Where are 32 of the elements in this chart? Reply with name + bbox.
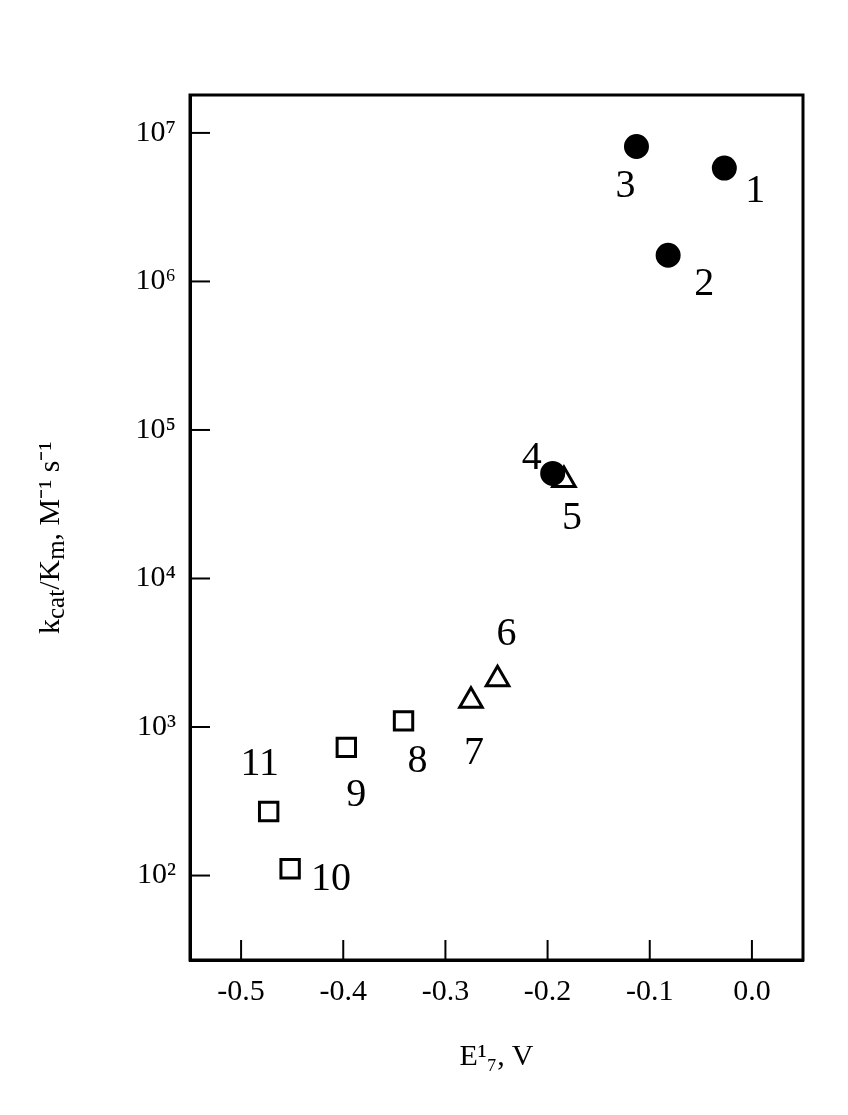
y-tick-label: 10² — [137, 856, 176, 890]
x-tick-label: -0.4 — [319, 972, 367, 1006]
point — [623, 134, 649, 160]
annotation: 11 — [240, 738, 279, 784]
x-axis-title: E¹₇, V — [458, 1038, 535, 1072]
x-tick-label: -0.1 — [626, 972, 674, 1006]
y-tick-label: 10³ — [137, 707, 176, 741]
annotation: 7 — [463, 728, 484, 774]
x-tick-label: 0.0 — [733, 972, 771, 1006]
x-tick-label: -0.3 — [421, 972, 470, 1006]
y-tick-label: 10⁵ — [135, 410, 176, 444]
point — [335, 736, 358, 759]
annotation: 1 — [745, 165, 766, 211]
annotation: 6 — [496, 608, 517, 654]
annotation: 10 — [311, 854, 352, 900]
y-tick-label: 10⁴ — [135, 559, 176, 593]
point — [392, 710, 415, 732]
annotation: 4 — [521, 432, 542, 478]
annotation: 8 — [407, 736, 428, 782]
point — [655, 242, 681, 268]
point — [257, 800, 280, 823]
y-tick-label: 10⁷ — [135, 113, 176, 147]
y-tick-label: 10⁶ — [135, 262, 176, 296]
annotation: 9 — [346, 769, 367, 815]
annotation: 3 — [615, 161, 636, 207]
x-tick-label: -0.5 — [217, 972, 265, 1006]
point — [540, 460, 566, 486]
point — [711, 155, 737, 181]
annotation: 2 — [694, 258, 715, 304]
point — [279, 858, 301, 880]
x-tick-label: -0.2 — [523, 972, 572, 1006]
annotation: 5 — [561, 492, 582, 538]
